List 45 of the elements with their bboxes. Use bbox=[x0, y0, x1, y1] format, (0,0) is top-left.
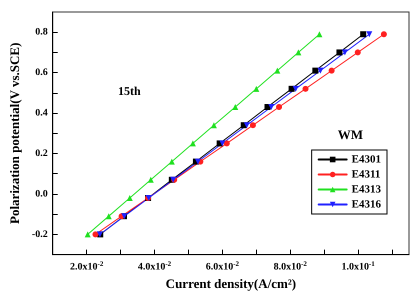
point bbox=[380, 31, 387, 38]
point bbox=[92, 231, 98, 238]
y-tick-label: 0.0 bbox=[35, 188, 48, 200]
point bbox=[224, 140, 230, 146]
legend-label: E4316 bbox=[352, 198, 382, 210]
point bbox=[354, 49, 361, 56]
point bbox=[244, 122, 250, 128]
legend-label: E4311 bbox=[352, 168, 380, 180]
point bbox=[317, 68, 324, 74]
point bbox=[328, 68, 335, 74]
y-axis-title: Polarization potential(V vs.SCE) bbox=[7, 42, 22, 224]
point bbox=[295, 49, 302, 56]
point bbox=[126, 194, 133, 201]
legend-title: WM bbox=[338, 127, 364, 142]
y-tick-label: -0.2 bbox=[32, 228, 48, 240]
point bbox=[312, 68, 318, 74]
point bbox=[288, 86, 295, 92]
annotation: 15th bbox=[118, 84, 141, 98]
point bbox=[168, 158, 175, 165]
point bbox=[360, 31, 366, 38]
point bbox=[302, 86, 309, 92]
point bbox=[268, 104, 274, 110]
point bbox=[148, 176, 154, 183]
point bbox=[336, 49, 342, 56]
point bbox=[106, 213, 112, 220]
y-tick-label: 0.8 bbox=[35, 26, 48, 38]
point bbox=[274, 68, 280, 74]
point bbox=[219, 140, 226, 146]
point bbox=[292, 86, 299, 92]
legend-label: E4301 bbox=[352, 154, 382, 166]
legend-label: E4313 bbox=[352, 184, 382, 196]
point bbox=[276, 104, 282, 110]
y-tick-label: 0.4 bbox=[35, 108, 48, 119]
point bbox=[366, 31, 372, 38]
point bbox=[190, 140, 196, 146]
point bbox=[342, 49, 348, 56]
point bbox=[253, 86, 260, 92]
point bbox=[316, 31, 322, 38]
point bbox=[84, 231, 91, 238]
y-tick-label: 0.6 bbox=[35, 67, 48, 78]
x-axis-title: Current density(A/cm²) bbox=[166, 276, 296, 291]
point bbox=[232, 104, 238, 110]
y-tick-label: 0.2 bbox=[35, 148, 48, 160]
point bbox=[210, 122, 217, 128]
point bbox=[250, 122, 256, 128]
